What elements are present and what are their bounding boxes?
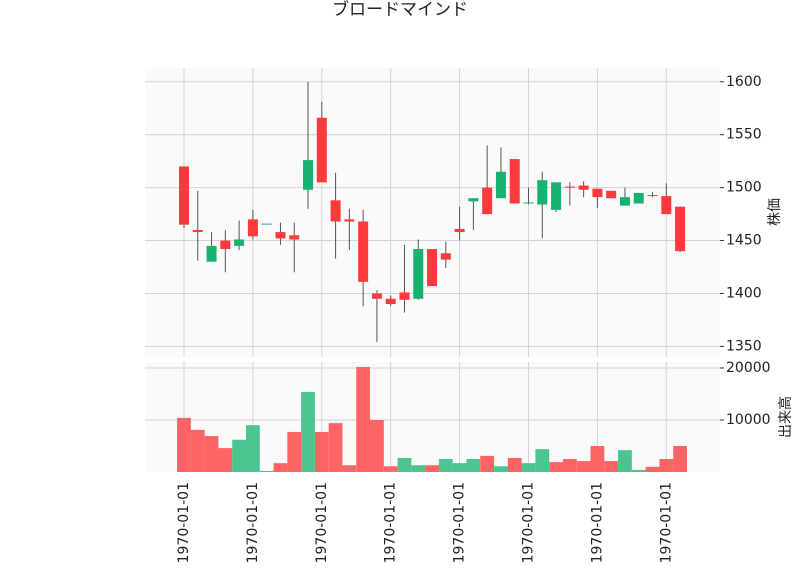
- volume-bar: [287, 431, 302, 472]
- volume-bar: [549, 462, 563, 472]
- candle-body: [454, 228, 465, 233]
- candle-body: [564, 186, 575, 188]
- x-tick-label: 1970-01-01: [521, 482, 537, 563]
- volume-bar: [618, 450, 632, 472]
- volume-bar: [356, 366, 371, 472]
- candle-body: [385, 298, 396, 305]
- volume-bar: [466, 458, 481, 472]
- volume-bar: [370, 419, 384, 472]
- candle-body: [633, 192, 644, 204]
- x-tick-label: 1970-01-01: [658, 482, 674, 563]
- chart-title: ブロードマインド: [332, 0, 468, 20]
- candle-body: [261, 223, 272, 225]
- volume-tick-label: 10000: [726, 412, 771, 428]
- volume-bar: [521, 463, 536, 472]
- volume-bar: [535, 449, 550, 472]
- volume-bar: [673, 445, 687, 472]
- volume-bar: [452, 463, 467, 472]
- candle-body: [303, 160, 314, 190]
- candle-body: [179, 166, 189, 225]
- candle-body: [592, 188, 603, 198]
- candle-body: [606, 190, 617, 199]
- candle-body: [234, 239, 245, 246]
- volume-bar: [397, 457, 412, 472]
- volume-bar: [411, 465, 426, 472]
- volume-bar: [631, 469, 646, 472]
- x-tick-label: 1970-01-01: [589, 482, 605, 563]
- y-tick-label: 1400: [726, 285, 762, 301]
- candle-body: [495, 171, 506, 199]
- price-panel: [145, 68, 720, 357]
- y-axis-label: 株価: [767, 198, 783, 226]
- candle-body: [427, 249, 438, 287]
- x-tick-label: 1970-01-01: [452, 482, 468, 563]
- candle-body: [551, 182, 562, 210]
- volume-bar: [190, 429, 205, 472]
- volume-bar: [562, 458, 577, 472]
- volume-bar: [438, 458, 453, 472]
- candle-body: [661, 196, 672, 215]
- candle-body: [523, 202, 534, 204]
- volume-bar: [590, 445, 605, 472]
- candle-body: [289, 235, 300, 240]
- volume-tick-label: 20000: [726, 360, 771, 376]
- volume-bar: [314, 431, 329, 472]
- candle-body: [675, 206, 686, 252]
- volume-bar: [232, 439, 247, 472]
- candle-body: [344, 219, 355, 222]
- volume-bar: [246, 425, 260, 472]
- candle-body: [275, 232, 286, 239]
- candle-body: [316, 117, 327, 183]
- candle-body: [578, 185, 589, 190]
- volume-axis-label: 出来高: [777, 396, 794, 438]
- volume-bar: [342, 465, 357, 472]
- volume-bar: [177, 417, 191, 472]
- x-tick-label: 1970-01-01: [245, 482, 261, 563]
- candle-body: [468, 198, 479, 202]
- volume-bar: [383, 466, 398, 472]
- x-tick-label: 1970-01-01: [314, 482, 330, 563]
- volume-bar: [480, 455, 495, 472]
- volume-bar: [259, 470, 274, 472]
- volume-bar: [273, 463, 288, 472]
- candle-body: [247, 219, 258, 237]
- candle-body: [509, 159, 520, 204]
- candle-body: [192, 229, 203, 233]
- x-tick-label: 1970-01-01: [383, 482, 399, 563]
- volume-bar: [576, 461, 591, 472]
- volume-bar: [328, 423, 343, 472]
- volume-bar: [425, 465, 439, 472]
- candle-body: [220, 240, 231, 250]
- volume-bar: [507, 457, 522, 472]
- candle-body: [399, 292, 410, 300]
- candle-body: [413, 249, 424, 299]
- volume-bar: [218, 448, 233, 472]
- y-tick-label: 1600: [726, 74, 762, 90]
- y-tick-label: 1550: [726, 127, 762, 143]
- candle-body: [330, 200, 341, 222]
- y-tick-label: 1450: [726, 233, 762, 249]
- volume-bar: [659, 458, 674, 472]
- candle-body: [206, 245, 217, 262]
- candle-body: [371, 293, 382, 299]
- candle-body: [482, 187, 493, 215]
- volume-bar: [604, 461, 619, 472]
- candle-body: [358, 221, 369, 282]
- volume-bar: [494, 466, 508, 472]
- volume-bar: [645, 466, 660, 472]
- candle-body: [537, 180, 548, 205]
- candle-body: [619, 197, 630, 206]
- volume-bar: [301, 391, 315, 472]
- x-tick-label: 1970-01-01: [176, 482, 192, 563]
- volume-bar: [204, 436, 219, 472]
- candle-body: [440, 253, 451, 260]
- y-tick-label: 1500: [726, 180, 762, 196]
- candle-body: [647, 195, 658, 197]
- y-tick-label: 1350: [726, 338, 762, 354]
